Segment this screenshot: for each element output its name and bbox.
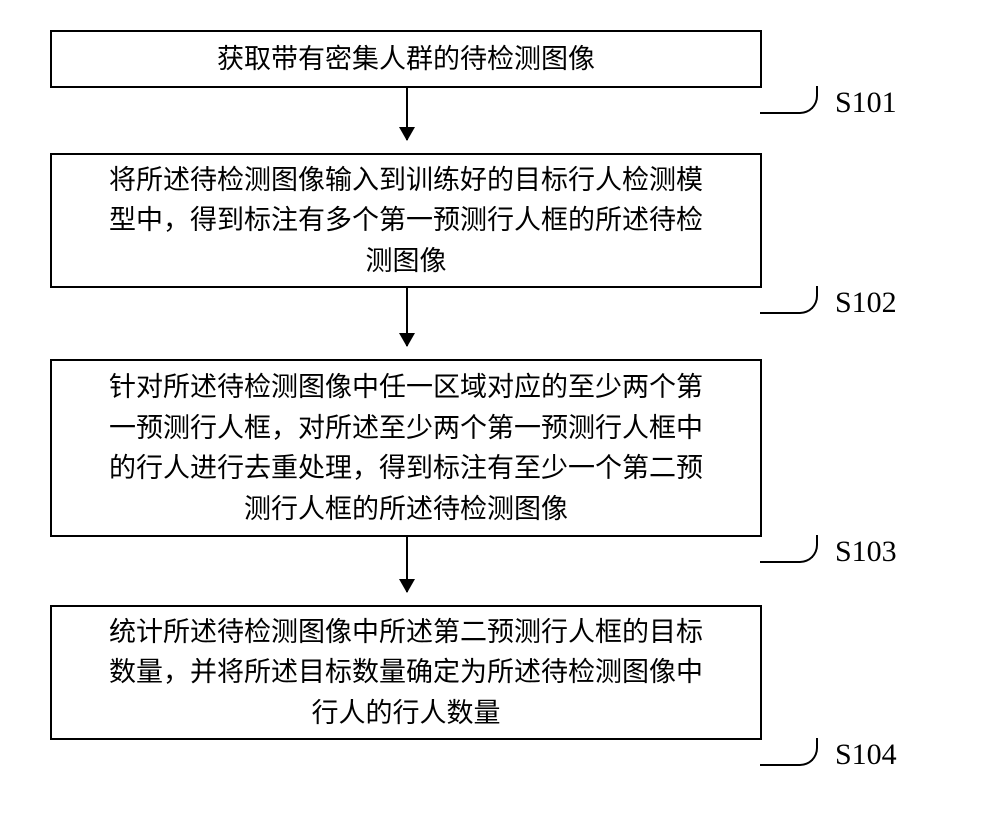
flow-step-1: 获取带有密集人群的待检测图像 — [50, 30, 762, 88]
flow-step-text-1: 获取带有密集人群的待检测图像 — [217, 39, 595, 80]
flow-arrow-3 — [406, 537, 408, 592]
flow-arrow-1 — [406, 88, 408, 140]
label-connector-curve-4 — [760, 738, 818, 766]
flow-step-text-4: 统计所述待检测图像中所述第二预测行人框的目标数量，并将所述目标数量确定为所述待检… — [109, 612, 703, 734]
label-connector-curve-1 — [760, 86, 818, 114]
step-label-4: S104 — [835, 738, 897, 772]
step-label-3: S103 — [835, 535, 897, 569]
flow-step-text-3: 针对所述待检测图像中任一区域对应的至少两个第一预测行人框，对所述至少两个第一预测… — [109, 367, 703, 529]
step-label-1: S101 — [835, 86, 897, 120]
label-connector-curve-3 — [760, 535, 818, 563]
label-connector-curve-2 — [760, 286, 818, 314]
flow-arrow-2 — [406, 288, 408, 346]
flow-step-4: 统计所述待检测图像中所述第二预测行人框的目标数量，并将所述目标数量确定为所述待检… — [50, 605, 762, 740]
flow-step-text-2: 将所述待检测图像输入到训练好的目标行人检测模型中，得到标注有多个第一预测行人框的… — [109, 160, 703, 282]
step-label-2: S102 — [835, 286, 897, 320]
flow-step-2: 将所述待检测图像输入到训练好的目标行人检测模型中，得到标注有多个第一预测行人框的… — [50, 153, 762, 288]
flow-step-3: 针对所述待检测图像中任一区域对应的至少两个第一预测行人框，对所述至少两个第一预测… — [50, 359, 762, 537]
